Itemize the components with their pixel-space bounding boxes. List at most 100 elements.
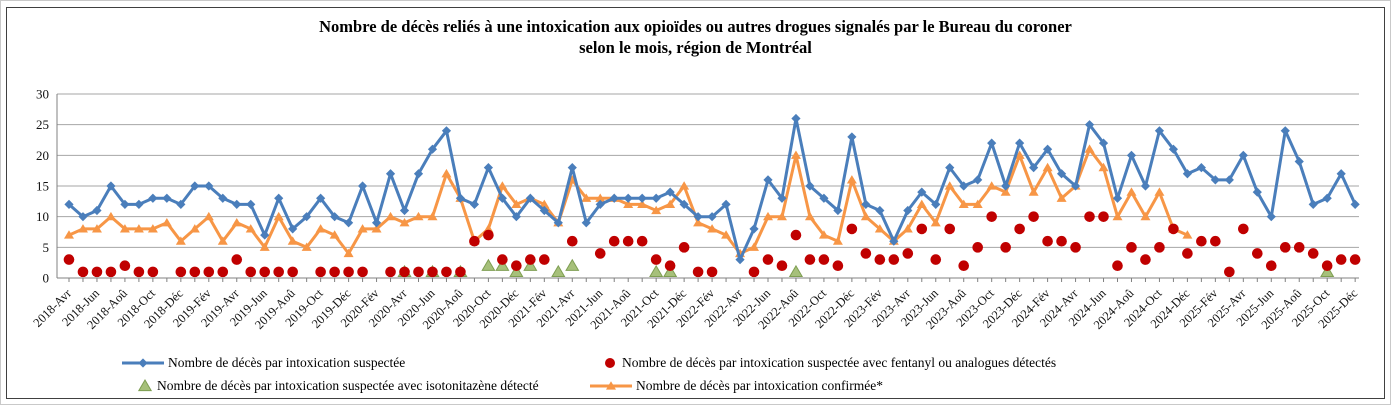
point-suspectee (903, 205, 913, 216)
point-confirmee (846, 175, 857, 184)
point-fentanyl (888, 254, 900, 265)
point-suspectee (1294, 156, 1304, 167)
point-confirmee (371, 224, 382, 233)
point-fentanyl (636, 235, 648, 247)
point-fentanyl (902, 248, 914, 259)
point-suspectee (1210, 175, 1220, 185)
point-fentanyl (455, 266, 466, 278)
point-suspectee (469, 199, 480, 210)
point-fentanyl (608, 235, 620, 247)
legend-label-isotonitazene: Nombre de décès par intoxication suspect… (157, 378, 539, 393)
point-confirmee (399, 218, 410, 227)
point-suspectee (120, 199, 130, 210)
point-suspectee (441, 126, 452, 136)
point-isotonitazene (481, 258, 496, 271)
point-fentanyl (483, 229, 494, 241)
point-suspectee (931, 199, 941, 210)
point-fentanyl (566, 235, 578, 247)
point-suspectee (987, 138, 997, 148)
point-suspectee (1029, 163, 1039, 173)
point-fentanyl (119, 260, 131, 272)
point-confirmee (1154, 187, 1165, 196)
point-confirmee (623, 199, 634, 209)
point-suspectee (330, 212, 340, 222)
point-fentanyl (245, 266, 257, 278)
point-confirmee (315, 224, 326, 233)
suspectee-line-diamond-icon (122, 356, 164, 370)
point-suspectee (1001, 181, 1011, 191)
point-confirmee (133, 224, 144, 233)
point-fentanyl (762, 254, 774, 265)
chart-title-line1: Nombre de décès reliés à une intoxicatio… (319, 17, 1072, 36)
point-fentanyl (664, 260, 676, 272)
point-suspectee (889, 236, 899, 246)
point-fentanyl (1321, 260, 1333, 272)
point-confirmee (1140, 211, 1151, 221)
point-fentanyl (1014, 223, 1025, 235)
point-suspectee (106, 181, 116, 191)
point-confirmee (217, 236, 228, 245)
point-fentanyl (748, 266, 760, 278)
point-suspectee (1196, 163, 1206, 173)
point-fentanyl (1042, 235, 1053, 247)
point-confirmee (693, 218, 704, 227)
point-confirmee (385, 211, 396, 221)
point-confirmee (147, 224, 158, 233)
point-suspectee (707, 212, 717, 222)
point-confirmee (595, 193, 606, 202)
point-suspectee (623, 193, 633, 203)
point-fentanyl (1028, 211, 1039, 222)
point-suspectee (497, 193, 507, 203)
point-confirmee (958, 199, 969, 209)
point-fentanyl (469, 235, 480, 247)
point-confirmee (301, 242, 312, 251)
point-suspectee (1308, 199, 1318, 210)
point-fentanyl (105, 266, 117, 278)
series-suspectee-line (68, 117, 1357, 262)
point-confirmee (637, 199, 648, 209)
point-confirmee (651, 205, 662, 215)
point-confirmee (1042, 162, 1053, 172)
point-fentanyl (1112, 260, 1123, 272)
point-suspectee (763, 175, 773, 185)
point-fentanyl (846, 223, 858, 235)
point-suspectee (595, 199, 605, 210)
point-suspectee (609, 193, 619, 203)
point-suspectee (791, 113, 801, 124)
point-suspectee (875, 205, 885, 216)
point-fentanyl (594, 248, 606, 259)
point-fentanyl (511, 260, 522, 272)
point-suspectee (246, 199, 256, 210)
point-fentanyl (622, 235, 634, 247)
legend-label-suspectee: Nombre de décès par intoxication suspect… (168, 355, 406, 370)
point-confirmee (1056, 193, 1067, 202)
chart-title: Nombre de décès reliés à une intoxicatio… (7, 16, 1384, 58)
point-suspectee (190, 181, 200, 191)
point-confirmee (231, 218, 242, 227)
point-suspectee (316, 193, 326, 203)
point-suspectee (1126, 150, 1137, 160)
chart-title-line2: selon le mois, région de Montréal (579, 38, 812, 57)
point-fentanyl (818, 254, 830, 265)
point-suspectee (1043, 144, 1053, 154)
point-suspectee (1112, 193, 1123, 203)
point-suspectee (204, 181, 214, 191)
point-fentanyl (175, 266, 187, 278)
point-fentanyl (203, 266, 215, 278)
point-suspectee (1084, 120, 1095, 130)
legend-label-confirmee: Nombre de décès par intoxication confirm… (636, 378, 884, 393)
legend-item-confirmee: Nombre de décès par intoxication confirm… (582, 378, 1384, 394)
point-fentanyl (1154, 242, 1165, 253)
point-suspectee (288, 224, 298, 234)
point-confirmee (944, 181, 955, 190)
point-suspectee (679, 199, 689, 210)
point-confirmee (161, 218, 172, 227)
point-confirmee (776, 211, 787, 221)
point-suspectee (399, 205, 410, 216)
chart-legend: Nombre de décès par intoxication suspect… (7, 355, 1384, 394)
point-confirmee (343, 248, 354, 258)
point-fentanyl (1098, 211, 1109, 222)
point-confirmee (679, 181, 690, 190)
point-suspectee (1266, 212, 1276, 222)
point-suspectee (302, 212, 312, 222)
